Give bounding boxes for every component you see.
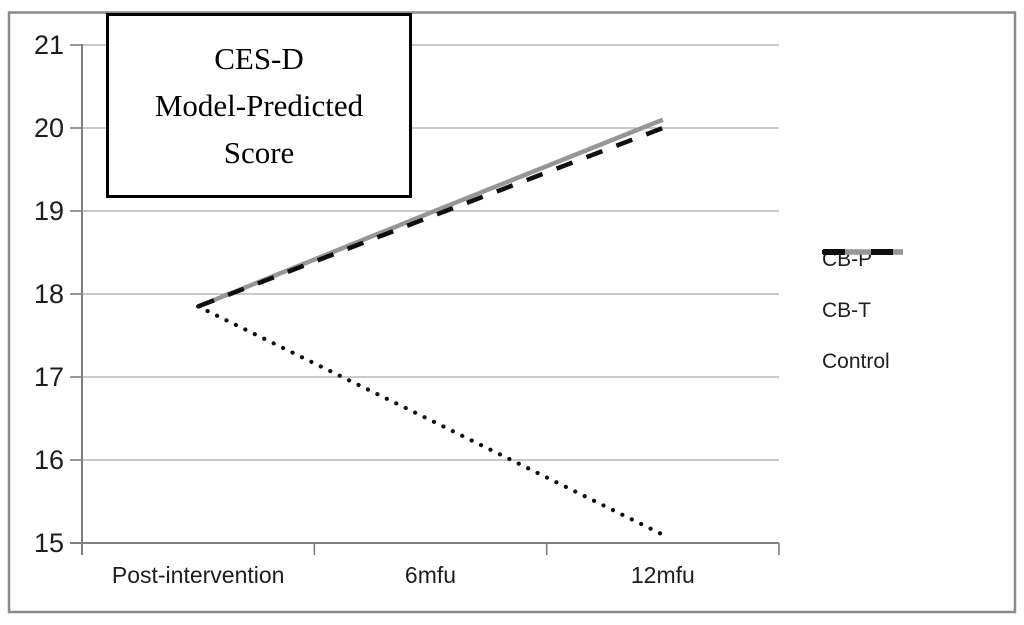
x-tick-label-0: Post-intervention — [112, 562, 285, 588]
axes — [70, 44, 780, 555]
legend-swatch-dashed-line-icon — [823, 249, 903, 255]
x-axis-tick-labels: Post-intervention 6mfu 12mfu — [112, 562, 695, 588]
legend-item-cb-t: CB-T — [822, 249, 903, 325]
data-series — [196, 117, 665, 537]
legend-item-control: Control — [822, 249, 903, 376]
y-tick-label-16: 16 — [34, 445, 64, 475]
chart-title-box: CES-D Model-Predicted Score — [106, 13, 412, 198]
x-tick-label-1: 6mfu — [405, 562, 456, 588]
y-tick-label-18: 18 — [34, 279, 64, 309]
figure-border-rect — [7, 11, 1017, 614]
x-tick-label-2: 12mfu — [631, 562, 695, 588]
legend-label-cb-t: CB-T — [822, 299, 871, 322]
series-line-cb-t — [197, 117, 664, 309]
y-axis-tick-labels: 15 16 17 18 19 20 21 — [34, 30, 64, 558]
y-tick-label-19: 19 — [34, 196, 64, 226]
y-tick-label-17: 17 — [34, 362, 64, 392]
chart-title-line-2: Model-Predicted — [154, 88, 364, 123]
y-tick-label-20: 20 — [34, 113, 64, 143]
y-tick-label-21: 21 — [34, 30, 64, 60]
legend-label-control: Control — [822, 350, 890, 373]
y-tick-label-15: 15 — [34, 528, 64, 558]
series-line-cb-p — [196, 304, 665, 537]
figure-border — [7, 11, 1017, 614]
chart-title-line-1: CES-D — [214, 41, 304, 76]
legend: CB-P CB-T Control — [822, 246, 904, 399]
chart-title-line-3: Score — [223, 135, 295, 170]
